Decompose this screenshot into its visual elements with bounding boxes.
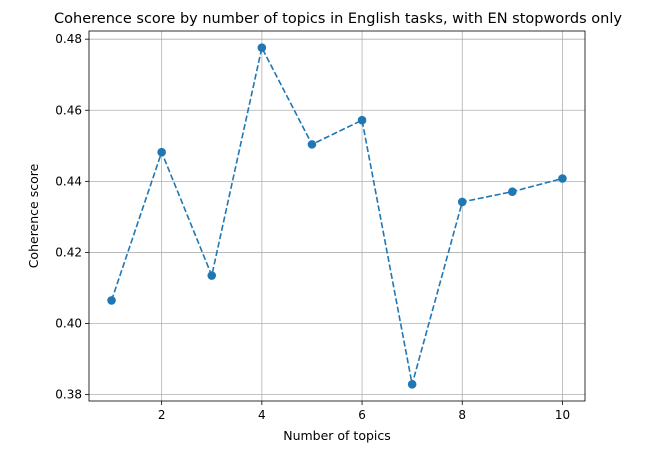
x-tick-label: 6 [358, 408, 366, 422]
chart-title: Coherence score by number of topics in E… [54, 11, 622, 27]
data-point [107, 296, 116, 305]
data-point [457, 197, 467, 207]
data-point [207, 271, 217, 280]
y-tick-label: 0.48 [55, 32, 82, 46]
x-tick-label: 4 [258, 408, 266, 422]
data-point [558, 174, 567, 183]
data-point [407, 379, 417, 389]
y-tick-label: 0.38 [55, 388, 82, 402]
plot-area-frame [88, 30, 586, 402]
y-tick-label: 0.46 [55, 103, 82, 117]
y-axis-label: Coherence score [26, 163, 41, 268]
x-tick-label: 10 [555, 408, 570, 422]
axes-ticks: 2 4 6 8 10 0.38 0.40 0.42 0.44 0.46 0.48 [55, 32, 570, 422]
data-point [508, 187, 517, 196]
data-point [257, 43, 267, 53]
x-axis-label: Number of topics [283, 428, 391, 443]
x-tick-label: 2 [158, 408, 166, 422]
y-tick-label: 0.40 [55, 317, 82, 331]
series-layer [107, 43, 567, 389]
series-line [110, 45, 563, 385]
x-tick-label: 8 [458, 408, 466, 422]
data-point [307, 140, 317, 149]
y-tick-label: 0.44 [55, 174, 82, 188]
y-tick-label: 0.42 [55, 245, 82, 259]
data-point [357, 115, 367, 125]
grid [89, 31, 585, 401]
data-point [157, 147, 166, 157]
